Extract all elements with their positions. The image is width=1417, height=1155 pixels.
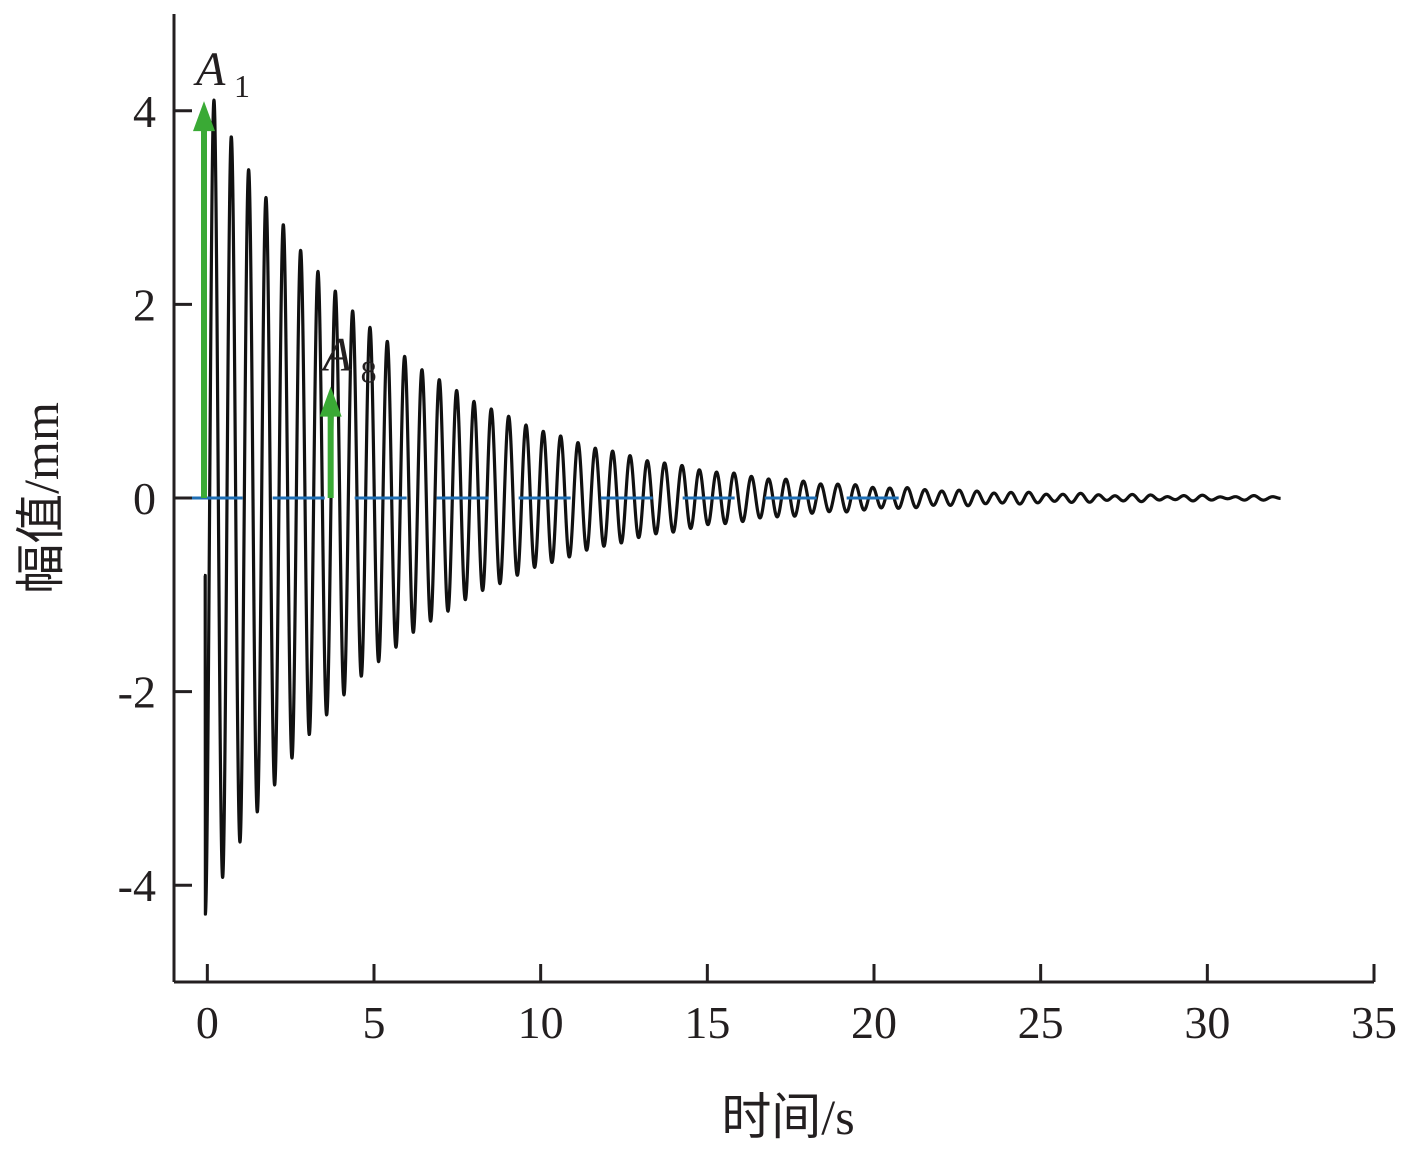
y-tick-label: 4: [133, 86, 156, 137]
annotation-arrowhead: [193, 101, 215, 132]
tick-layer: 0 5 10 15 20 25 30 35 -4 -2 0 2 4: [118, 86, 1397, 1048]
y-tick-label: -2: [118, 667, 156, 718]
x-tick-label: 30: [1184, 997, 1230, 1048]
y-tick-label: -4: [118, 860, 156, 911]
x-axis-label: 时间/s: [721, 1089, 854, 1145]
x-tick-label: 15: [684, 997, 730, 1048]
annotation-subscript: 1: [234, 68, 250, 104]
annotation-label: A: [320, 329, 353, 382]
x-tick-label: 10: [518, 997, 564, 1048]
annotation-subscript: 8: [361, 354, 377, 390]
x-tick-label: 5: [363, 997, 386, 1048]
x-tick-label: 25: [1018, 997, 1064, 1048]
y-tick-label: 2: [133, 279, 156, 330]
annotation-arrowhead: [319, 386, 342, 417]
series-damped-signal: [202, 98, 1283, 916]
y-tick-label: 0: [133, 473, 156, 524]
annotation-label: A: [193, 43, 226, 96]
x-tick-label: 20: [851, 997, 897, 1048]
y-axis-label: 幅值/mm: [13, 402, 69, 594]
annotation-layer: A 1A 8: [193, 43, 377, 498]
x-tick-label: 0: [196, 997, 219, 1048]
x-tick-label: 35: [1351, 997, 1397, 1048]
plot-layer: [190, 98, 1283, 916]
